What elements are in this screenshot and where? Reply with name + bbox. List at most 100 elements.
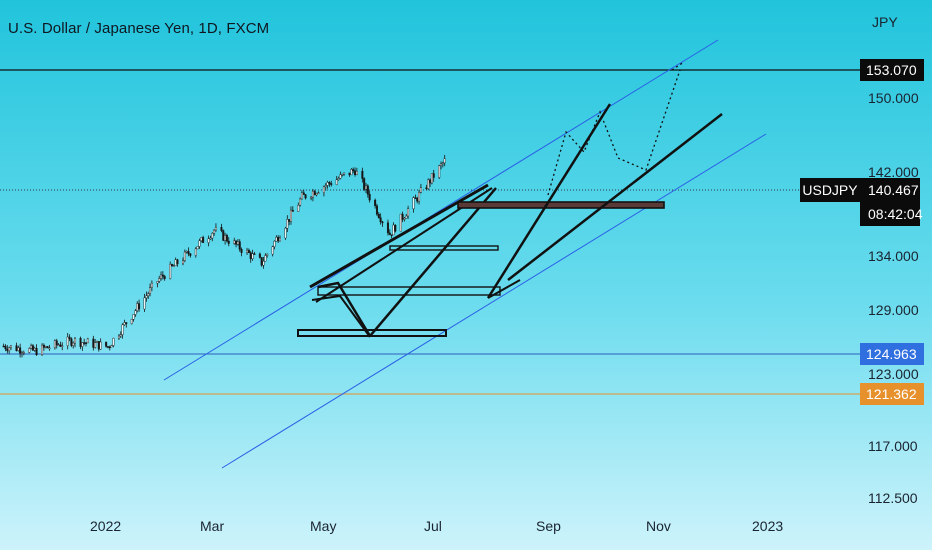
candle-body [432, 173, 435, 178]
candle-body [322, 186, 325, 193]
candle-body [48, 347, 51, 350]
drawings[interactable] [297, 61, 723, 338]
candle-body [277, 237, 280, 242]
candle-body [183, 251, 186, 261]
candle-body [286, 219, 289, 229]
candle-body [79, 337, 82, 347]
currency-unit-label: JPY [872, 14, 898, 30]
candle-body [440, 163, 443, 166]
channel-lower-line[interactable] [221, 133, 767, 469]
candle-body [130, 319, 133, 324]
candle-body [147, 293, 150, 297]
projection-tip[interactable] [671, 61, 685, 71]
candle-body [149, 287, 152, 295]
candle-body [354, 170, 357, 175]
candle-body [343, 172, 346, 175]
candle-body [375, 205, 378, 215]
flag-pattern-line-2[interactable] [311, 294, 371, 338]
range-box-mid[interactable] [389, 245, 499, 251]
candle-body [181, 260, 184, 265]
candle-body [187, 251, 190, 254]
candle-body [235, 240, 238, 245]
triangle-upper-trendline[interactable] [309, 183, 489, 289]
candle-body [35, 348, 38, 356]
candle-body [222, 230, 225, 241]
resistance-zone[interactable] [457, 201, 665, 209]
candle-body [240, 249, 243, 253]
candle-body [300, 192, 303, 200]
candle-body [176, 259, 179, 265]
ticker-tag[interactable]: USDJPY [800, 178, 860, 202]
candle-body [377, 214, 380, 218]
candle-body [132, 314, 135, 320]
candle-body [374, 199, 377, 207]
y-tick-129: 129.000 [868, 302, 919, 318]
candle-body [291, 209, 294, 212]
candle-body [33, 348, 36, 351]
candle-body [85, 342, 88, 344]
candle-body [438, 165, 441, 178]
candle-body [326, 182, 329, 186]
candle-body [341, 173, 344, 176]
candle-body [158, 278, 161, 282]
candle-body [134, 310, 137, 315]
y-tick-150: 150.000 [868, 90, 919, 106]
candle-body [202, 237, 205, 243]
candle-body [233, 240, 236, 244]
candle-body [92, 338, 95, 348]
candle-body [20, 352, 23, 355]
candle-body [392, 224, 395, 236]
price-tag-153[interactable]: 153.070 [860, 59, 924, 81]
candle-body [251, 253, 254, 259]
candle-body [28, 348, 31, 353]
candle-body [284, 228, 287, 239]
candle-body [156, 281, 159, 284]
candle-body [44, 346, 47, 348]
candle-body [172, 265, 175, 267]
candle-body [72, 342, 75, 346]
x-tick-2022: 2022 [90, 518, 122, 534]
candle-body [337, 178, 340, 180]
candle-body [200, 237, 203, 241]
candle-body [55, 340, 58, 346]
price-tag-124[interactable]: 124.963 [860, 343, 924, 365]
candle-body [324, 185, 327, 188]
candle-body [430, 173, 433, 184]
candle-body [416, 197, 419, 202]
channel-upper-line[interactable] [163, 39, 719, 381]
x-tick-may: May [310, 518, 337, 534]
candle-body [9, 345, 12, 349]
candle-body [225, 235, 228, 242]
candle-body [161, 274, 164, 277]
candle-body [313, 191, 316, 196]
candle-body [6, 348, 9, 352]
candle-body [302, 192, 305, 195]
flag-pattern-line[interactable] [317, 281, 372, 337]
projection-path[interactable] [547, 69, 681, 196]
current-price-tag[interactable]: 140.467 08:42:04 [860, 178, 923, 226]
candle-body [194, 248, 197, 256]
impulse-trendline[interactable] [369, 187, 497, 337]
candle-body [112, 337, 115, 346]
candle-body [288, 219, 291, 222]
countdown-timer: 08:42:04 [868, 206, 923, 222]
y-tick-112: 112.500 [868, 490, 918, 506]
candle-body [41, 344, 44, 356]
candle-body [95, 341, 98, 343]
candle-body [425, 187, 428, 189]
y-tick-123: 123.000 [868, 366, 919, 382]
price-tag-121[interactable]: 121.362 [860, 383, 924, 405]
support-box-lower[interactable] [297, 329, 447, 337]
projected-trendline[interactable] [507, 113, 723, 281]
candle-body [381, 221, 384, 224]
steep-trendline[interactable] [486, 103, 612, 299]
candle-body [68, 336, 71, 339]
candle-body [209, 237, 212, 240]
candle-body [310, 196, 313, 199]
candle-body [407, 208, 410, 217]
bottom-connector[interactable] [487, 279, 521, 299]
candle-body [171, 264, 174, 267]
candle-body [19, 347, 22, 354]
